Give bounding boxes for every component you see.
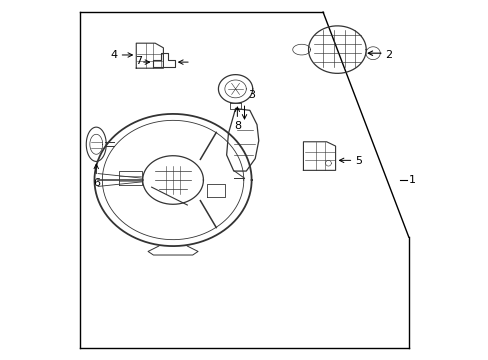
- Text: 7: 7: [135, 56, 142, 66]
- Text: 6: 6: [93, 178, 100, 188]
- Text: 2: 2: [385, 50, 392, 60]
- Text: 3: 3: [247, 90, 255, 100]
- Text: 5: 5: [354, 157, 362, 166]
- Text: 4: 4: [110, 50, 118, 60]
- Text: 1: 1: [408, 175, 415, 185]
- Text: 8: 8: [233, 121, 241, 131]
